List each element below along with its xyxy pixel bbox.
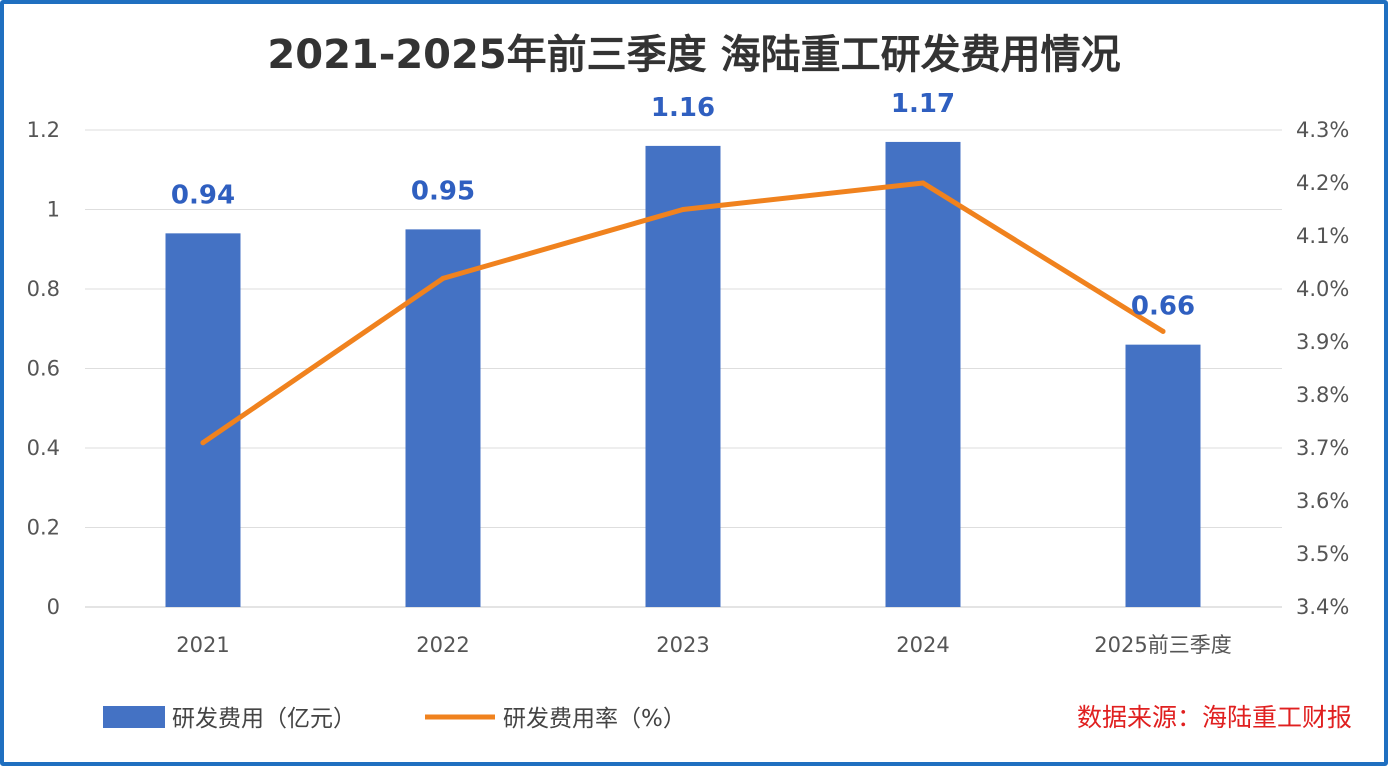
rate-point xyxy=(440,275,446,281)
bar xyxy=(885,141,961,608)
legend-line-label: 研发费用率（%） xyxy=(503,706,686,732)
y-left-tick-label: 0.8 xyxy=(27,277,60,301)
y-left-tick-label: 0.6 xyxy=(27,357,60,381)
rate-point xyxy=(920,180,926,186)
y-right-tick-label: 3.7% xyxy=(1296,436,1349,460)
y-left-tick-label: 0.4 xyxy=(27,436,60,460)
bar xyxy=(405,229,481,607)
bar xyxy=(165,233,241,607)
y-left-tick-label: 0.2 xyxy=(27,516,60,540)
source-note: 数据来源：海陆重工财报 xyxy=(1077,703,1352,732)
y-right-tick-label: 3.5% xyxy=(1296,542,1349,566)
bar xyxy=(645,145,721,607)
x-tick-label: 2024 xyxy=(896,633,949,657)
legend-bar-label: 研发费用（亿元） xyxy=(172,706,356,732)
bar-data-label: 0.66 xyxy=(1131,292,1195,322)
y-left-tick-label: 0 xyxy=(47,595,60,619)
legend: 研发费用（亿元） 研发费用率（%） xyxy=(103,706,686,732)
bar-data-label: 0.95 xyxy=(411,176,475,206)
y-right-tick-label: 4.1% xyxy=(1296,224,1349,248)
x-tick-label: 2025前三季度 xyxy=(1094,633,1231,657)
bar xyxy=(1125,344,1201,607)
bar-data-label: 1.17 xyxy=(891,89,955,119)
y-right-tick-label: 3.9% xyxy=(1296,330,1349,354)
bar-data-label: 1.16 xyxy=(651,93,715,123)
bar-data-label: 0.94 xyxy=(171,180,235,210)
y-right-tick-label: 3.8% xyxy=(1296,383,1349,407)
chart-title: 2021-2025年前三季度 海陆重工研发费用情况 xyxy=(267,32,1120,78)
legend-bar-swatch xyxy=(103,706,165,728)
rate-point xyxy=(680,207,686,212)
y-right-tick-label: 4.3% xyxy=(1296,118,1349,142)
y-left-tick-label: 1.2 xyxy=(27,118,60,142)
x-tick-label: 2021 xyxy=(176,633,229,657)
y-right-tick-label: 4.0% xyxy=(1296,277,1349,301)
x-tick-label: 2022 xyxy=(416,633,469,657)
y-right-tick-label: 3.4% xyxy=(1296,595,1349,619)
y-right-tick-label: 3.6% xyxy=(1296,489,1349,513)
rate-point xyxy=(200,440,206,446)
rate-point xyxy=(1160,328,1166,334)
y-right-tick-label: 4.2% xyxy=(1296,171,1349,195)
x-tick-label: 2023 xyxy=(656,633,709,657)
y-left-tick-label: 1 xyxy=(47,198,60,222)
